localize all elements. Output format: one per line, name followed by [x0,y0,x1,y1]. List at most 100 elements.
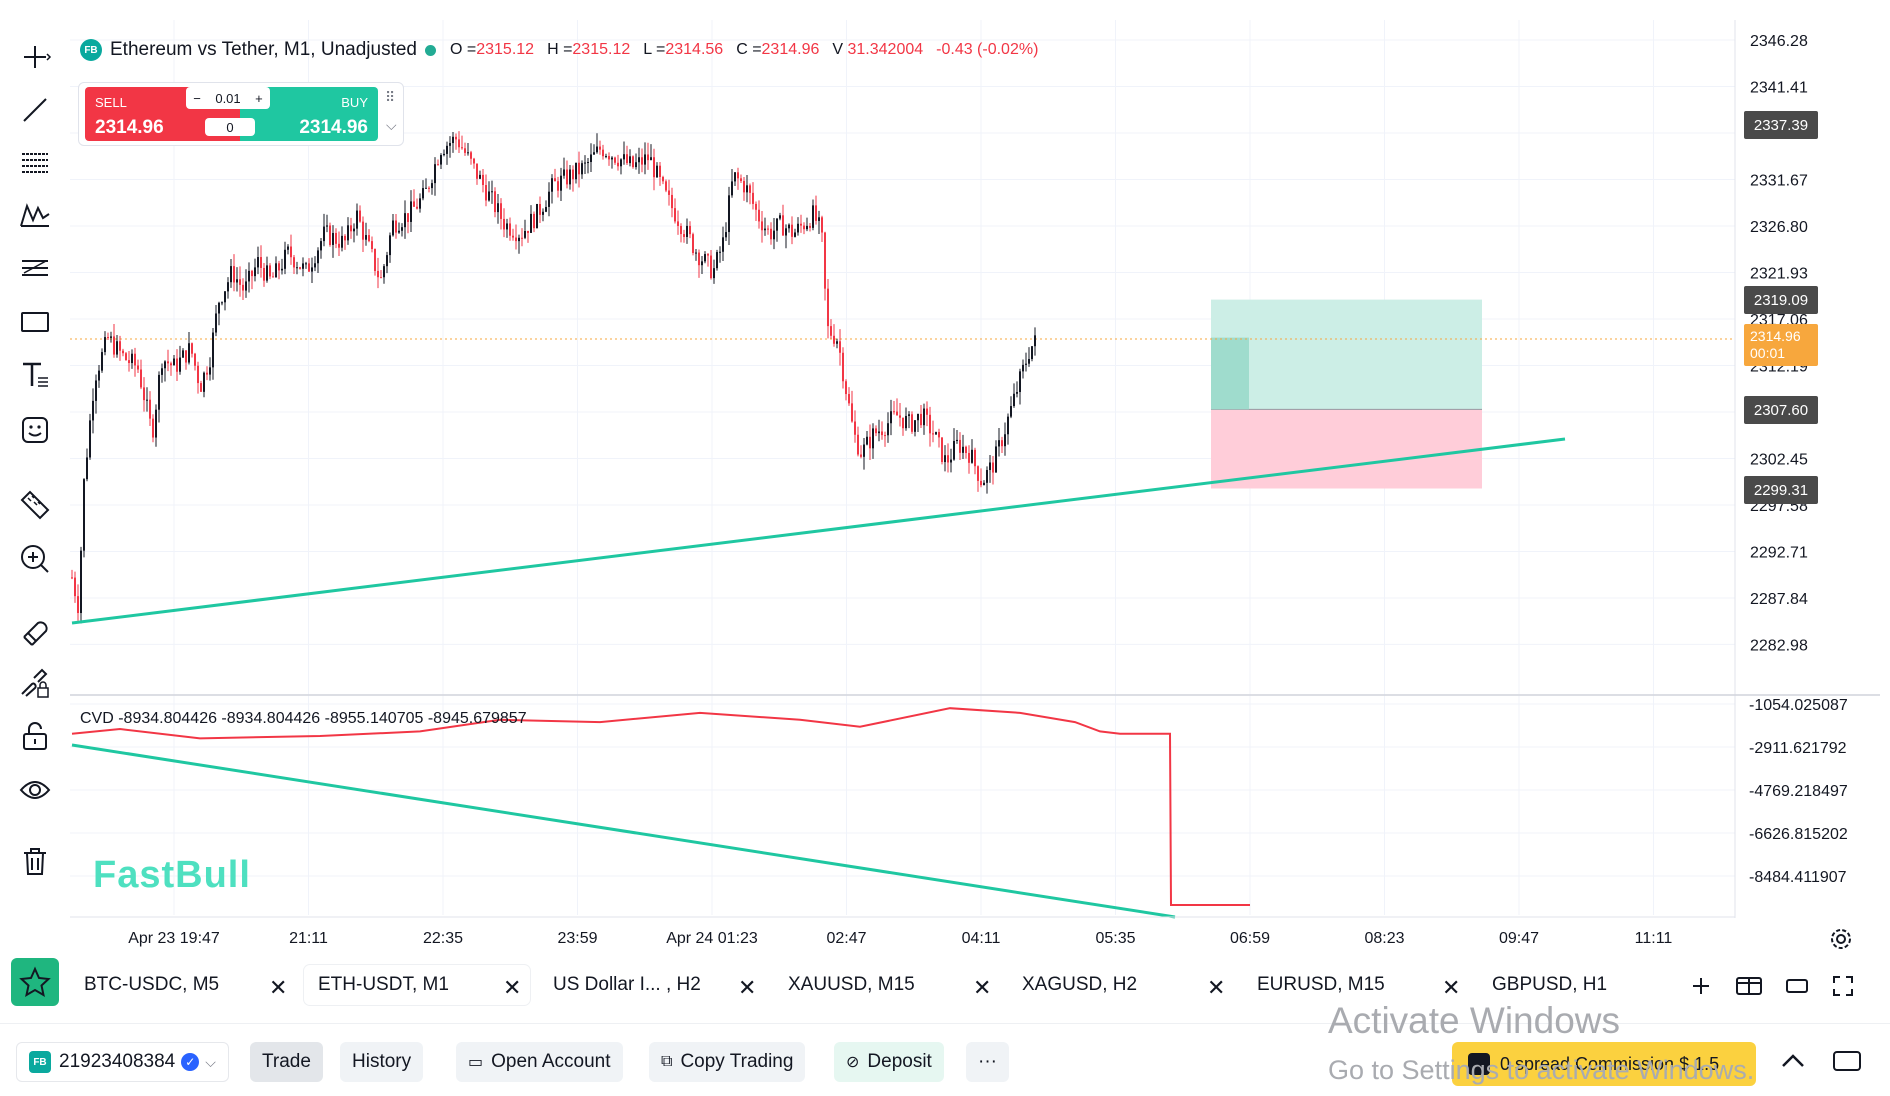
lot-minus-button[interactable]: − [193,90,201,106]
open-account-button[interactable]: ▭ Open Account [456,1042,623,1082]
tab-eth-usdt-m1[interactable]: ETH-USDT, M1 [304,965,530,1005]
close-tab-icon[interactable]: ✕ [269,975,288,1000]
chart-settings-icon[interactable] [1826,924,1856,954]
symbol-title[interactable]: Ethereum vs Tether, M1, Unadjusted [110,39,417,60]
candle-body [572,169,574,180]
add-tab-icon[interactable] [1684,969,1718,1003]
candle-body [638,157,640,163]
ruler-icon[interactable] [10,480,60,530]
candle-body [992,462,994,473]
pattern-icon[interactable] [10,190,60,240]
candle-body [878,431,880,434]
candle-body [986,470,988,483]
time-tick-label: 11:11 [1635,930,1673,947]
chevron-up-icon[interactable] [1778,1046,1808,1076]
candle-body [743,180,745,193]
more-button[interactable]: ··· [966,1042,1009,1082]
trend-line-icon[interactable] [10,85,60,135]
candle-body [584,162,586,164]
axes: 2346.282341.412336.542331.672326.802321.… [70,20,1880,947]
candle-body [848,394,850,404]
cvd-trendline [71,743,1176,919]
candle-body [134,353,136,366]
lot-value[interactable]: 0.01 [215,90,241,106]
candle-body [398,230,400,233]
text-icon[interactable] [10,350,60,400]
candle-body [404,213,406,228]
candle-body [707,254,709,256]
trash-icon[interactable] [10,836,60,886]
candle-body [767,228,769,230]
eye-icon[interactable] [10,765,60,815]
prediction-icon[interactable] [10,243,60,293]
rectangle-icon[interactable] [10,297,60,347]
candle-body [719,251,721,253]
trade-button[interactable]: Trade [250,1042,323,1082]
quick-trade-widget: SELL 2314.96 BUY 2314.96 − 0.01 + 0 ⠿ ⌵ [78,82,404,146]
price-chart[interactable]: 2346.282341.412336.542331.672326.802321.… [0,0,1890,950]
unlock-icon[interactable] [10,711,60,761]
single-window-icon[interactable] [1780,969,1814,1003]
candle-body [1019,371,1021,393]
market-open-dot [424,44,436,56]
tab-btc-usdc-m5[interactable]: BTC-USDC, M5 [70,965,296,1005]
tab-label: EURUSD, M15 [1257,974,1385,995]
tab-label: GBPUSD, H1 [1492,974,1608,995]
candle-body [389,235,391,256]
favorites-star-button[interactable] [11,958,59,1006]
fib-retracement-icon[interactable] [10,138,60,188]
windows-activation-title: Activate Windows [1328,1000,1620,1041]
candle-body [92,400,94,421]
emoji-icon[interactable] [10,405,60,455]
tab-eurusd-m15[interactable]: EURUSD, M15 [1243,965,1469,1005]
promo-banner[interactable]: 0 spread Commission $ 1.5 [1452,1042,1756,1086]
candle-body [854,421,856,435]
close-tab-icon[interactable]: ✕ [1442,975,1461,1000]
tab-gbpusd-h1[interactable]: GBPUSD, H1 [1478,965,1678,1005]
account-selector[interactable]: FB 21923408384 ✓ ⌵ [16,1042,229,1082]
zoom-in-icon[interactable] [10,534,60,584]
candle-body [974,449,976,467]
lock-drawing-icon[interactable] [10,658,60,708]
tab-label: XAUUSD, M15 [788,974,915,995]
candle-body [899,415,901,418]
layout-icon[interactable] [1732,969,1766,1003]
candle-body [773,230,775,240]
ohlc-low: L =2314.56 [643,41,724,58]
candle-body [599,146,601,150]
candle-body [884,435,886,437]
candle-body [614,157,616,163]
candle-body [866,436,868,445]
candle-body [515,237,517,242]
close-tab-icon[interactable]: ✕ [738,975,757,1000]
close-tab-icon[interactable]: ✕ [1207,975,1226,1000]
magnet-icon[interactable] [10,605,60,655]
tab-us-dollar-i-h2[interactable]: US Dollar I... , H2 [539,965,765,1005]
candle-body [521,237,523,239]
filled-profit-zone [1211,337,1249,410]
drag-handle-icon[interactable]: ⠿ [385,89,396,105]
candle-body [698,252,700,266]
fullscreen-icon[interactable] [1826,969,1860,1003]
crosshair-icon[interactable] [10,32,60,82]
candle-body [248,270,250,282]
lot-plus-button[interactable]: + [255,90,263,106]
minimize-panel-icon[interactable] [1830,1046,1864,1076]
copy-trading-button[interactable]: ⧉ Copy Trading [649,1042,806,1082]
deposit-button[interactable]: ⊘ Deposit [834,1042,944,1082]
candle-body [326,225,328,227]
candle-body [314,263,316,268]
chevron-down-icon[interactable]: ⌵ [386,117,397,133]
tab-xagusd-h2[interactable]: XAGUSD, H2 [1008,965,1234,1005]
tab-xauusd-m15[interactable]: XAUUSD, M15 [774,965,1000,1005]
history-button[interactable]: History [340,1042,424,1082]
candle-body [953,440,955,460]
candle-body [827,288,829,327]
candle-body [668,190,670,195]
candle-body [653,157,655,178]
close-tab-icon[interactable]: ✕ [503,975,522,1000]
close-tab-icon[interactable]: ✕ [973,975,992,1000]
lot-stepper[interactable]: − 0.01 + [186,87,270,109]
candle-body [413,201,415,207]
